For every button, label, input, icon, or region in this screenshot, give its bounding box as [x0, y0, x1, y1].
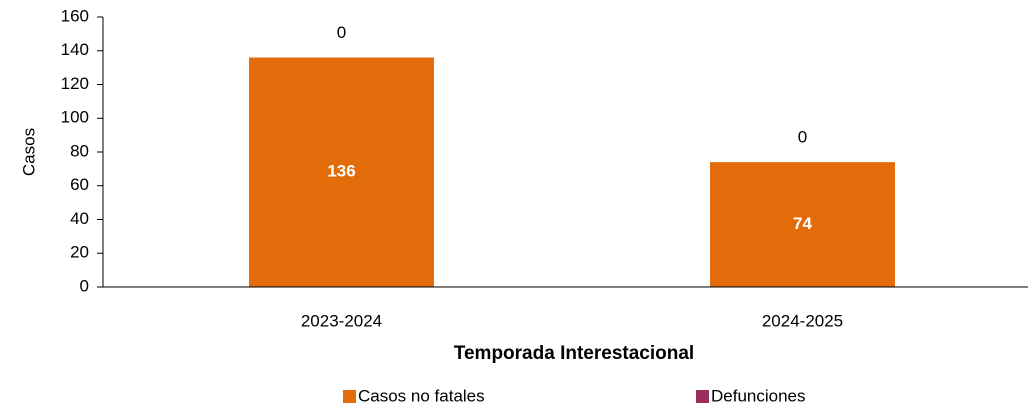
x-tick-label: 2024-2025 — [762, 311, 843, 330]
y-axis-title: Casos — [19, 128, 38, 176]
y-tick-label: 120 — [61, 74, 89, 93]
x-axis-title: Temporada Interestacional — [454, 343, 694, 364]
bar-segment — [710, 162, 895, 287]
y-tick-label: 140 — [61, 40, 89, 59]
legend-label: Defunciones — [711, 386, 806, 405]
legend-swatch — [696, 390, 709, 403]
legend-swatch — [343, 390, 356, 403]
x-tick-label: 2023-2024 — [301, 311, 382, 330]
data-label: 74 — [793, 214, 812, 233]
bar-segment — [249, 57, 434, 287]
legend-label: Casos no fatales — [358, 386, 485, 405]
y-tick-label: 0 — [80, 276, 89, 295]
y-tick-label: 60 — [70, 175, 89, 194]
data-label: 0 — [337, 23, 346, 42]
y-tick-label: 80 — [70, 141, 89, 160]
y-tick-label: 40 — [70, 209, 89, 228]
data-label: 0 — [798, 128, 807, 147]
y-tick-label: 20 — [70, 243, 89, 262]
data-label: 136 — [327, 162, 355, 181]
y-tick-label: 160 — [61, 6, 89, 25]
y-tick-label: 100 — [61, 108, 89, 127]
